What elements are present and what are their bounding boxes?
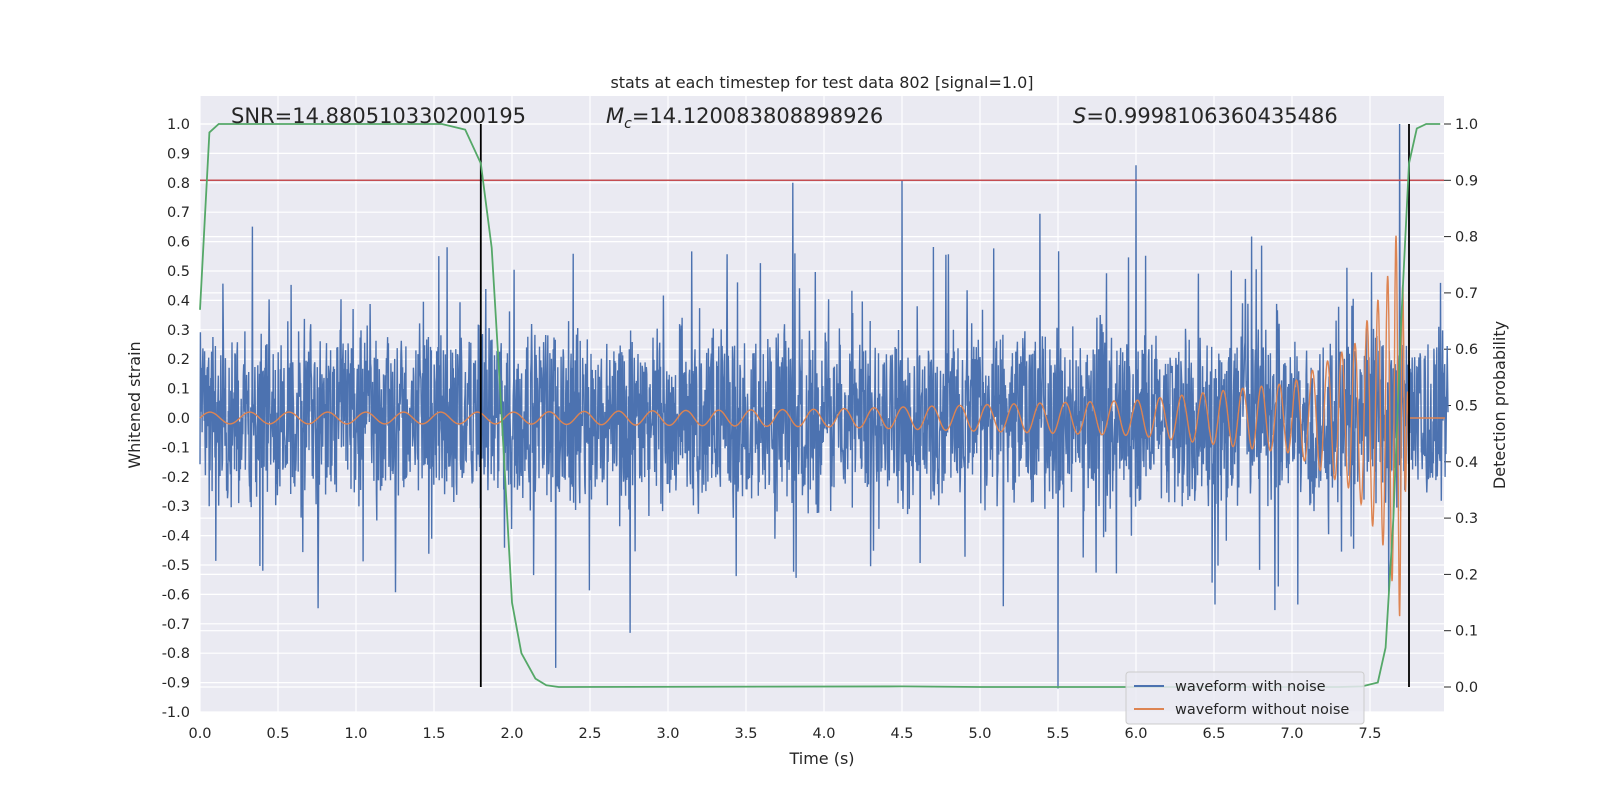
vertical-markers xyxy=(479,124,1410,687)
s-annotation: S=0.9998106360435486 xyxy=(1073,104,1338,128)
x-tick-label: 0.0 xyxy=(188,726,211,742)
y-left-tick-label: -0.3 xyxy=(162,499,190,515)
clean-waveform-line xyxy=(199,235,1445,617)
series-detection-probability xyxy=(199,123,1441,688)
x-tick-label: 3.5 xyxy=(734,726,757,742)
y-left-tick-labels: 1.0 0.9 0.8 0.7 0.6 0.5 0.4 0.3 0.2 0.1 0.0 -0.1 -0.… xyxy=(162,117,190,721)
detection-probability-line xyxy=(199,123,1441,688)
y-left-tick-label: 0.5 xyxy=(167,264,190,280)
y-left-tick-label: 0.8 xyxy=(167,176,190,192)
y-right-tick-label: 1.0 xyxy=(1455,117,1478,133)
y-right-tick-label: 0.9 xyxy=(1455,173,1478,189)
x-tick-label: 0.5 xyxy=(266,726,289,742)
y-left-tick-label: 0.9 xyxy=(167,146,190,162)
y-right-axis-label: Detection probability xyxy=(1490,321,1509,489)
y-left-tick-label: 0.4 xyxy=(167,293,190,309)
legend-label-noise: waveform with noise xyxy=(1175,679,1326,695)
x-tick-label: 1.0 xyxy=(344,726,367,742)
y-right-tick-label: 0.4 xyxy=(1455,455,1478,471)
s-symbol: S xyxy=(1073,104,1086,128)
y-right-tick-label: 0.6 xyxy=(1455,342,1478,358)
x-tick-label: 5.5 xyxy=(1046,726,1069,742)
y-right-tick-label: 0.0 xyxy=(1455,680,1478,696)
x-tick-label: 7.5 xyxy=(1358,726,1381,742)
y-left-tick-label: 0.1 xyxy=(167,382,190,398)
mc-annotation: Mc=14.120083808898926 xyxy=(606,104,883,132)
x-tick-label: 6.0 xyxy=(1124,726,1147,742)
series-waveform-with-noise xyxy=(199,123,1449,689)
legend-box xyxy=(1125,671,1365,725)
x-tick-label: 5.0 xyxy=(968,726,991,742)
y-left-tick-label: -0.7 xyxy=(162,617,190,633)
mc-symbol: M xyxy=(606,104,624,128)
mc-subscript: c xyxy=(624,116,632,132)
y-left-tick-label: 0.6 xyxy=(167,235,190,251)
y-left-axis-label: Whitened strain xyxy=(125,341,144,468)
x-tick-label: 2.0 xyxy=(500,726,523,742)
x-tick-label: 1.5 xyxy=(422,726,445,742)
noise-waveform-line xyxy=(199,123,1449,689)
y-right-tick-label: 0.7 xyxy=(1455,286,1478,302)
y-right-tick-label: 0.8 xyxy=(1455,230,1478,246)
x-axis-label: Time (s) xyxy=(788,749,854,768)
legend: waveform with noise waveform without noi… xyxy=(1125,671,1365,725)
y-right-tick-label: 0.3 xyxy=(1455,511,1478,527)
x-tick-label: 6.5 xyxy=(1202,726,1225,742)
y-left-tick-label: -0.9 xyxy=(162,676,190,692)
mc-value: =14.120083808898926 xyxy=(632,104,883,128)
x-tick-label: 4.0 xyxy=(812,726,835,742)
x-tick-label: 3.0 xyxy=(656,726,679,742)
y-left-tick-label: 0.3 xyxy=(167,323,190,339)
legend-label-clean: waveform without noise xyxy=(1175,702,1349,718)
y-right-tick-label: 0.2 xyxy=(1455,567,1478,583)
y-left-tick-label: -0.8 xyxy=(162,646,190,662)
y-left-tick-label: -1.0 xyxy=(162,705,190,721)
y-left-tick-label: 0.0 xyxy=(167,411,190,427)
y-right-tick-label: 0.1 xyxy=(1455,624,1478,640)
series-waveform-without-noise xyxy=(199,235,1445,617)
y-left-tick-label: -0.2 xyxy=(162,470,190,486)
x-tick-label: 2.5 xyxy=(578,726,601,742)
x-tick-labels: 0.0 0.5 1.0 1.5 2.0 2.5 3.0 3.5 4.0 4.5 5.0 5.5 6.0 6… xyxy=(188,726,1381,742)
y-left-tick-label: 0.2 xyxy=(167,352,190,368)
y-left-tick-label: -0.5 xyxy=(162,558,190,574)
s-value: =0.9998106360435486 xyxy=(1086,104,1337,128)
x-tick-label: 7.0 xyxy=(1280,726,1303,742)
y-left-tick-label: -0.4 xyxy=(162,529,190,545)
chart-title: stats at each timestep for test data 802… xyxy=(610,73,1033,92)
y-left-tick-label: -0.6 xyxy=(162,587,190,603)
y-left-tick-label: -0.1 xyxy=(162,440,190,456)
y-right-tick-label: 0.5 xyxy=(1455,399,1478,415)
y-left-tick-label: 0.7 xyxy=(167,205,190,221)
x-tick-label: 4.5 xyxy=(890,726,913,742)
snr-annotation: SNR=14.880510330200195 xyxy=(231,104,526,128)
y-left-tick-label: 1.0 xyxy=(167,117,190,133)
y-right-tick-labels: 1.0 0.9 0.8 0.7 0.6 0.5 0.4 0.3 0.2 0.1 0.0 xyxy=(1455,117,1478,696)
